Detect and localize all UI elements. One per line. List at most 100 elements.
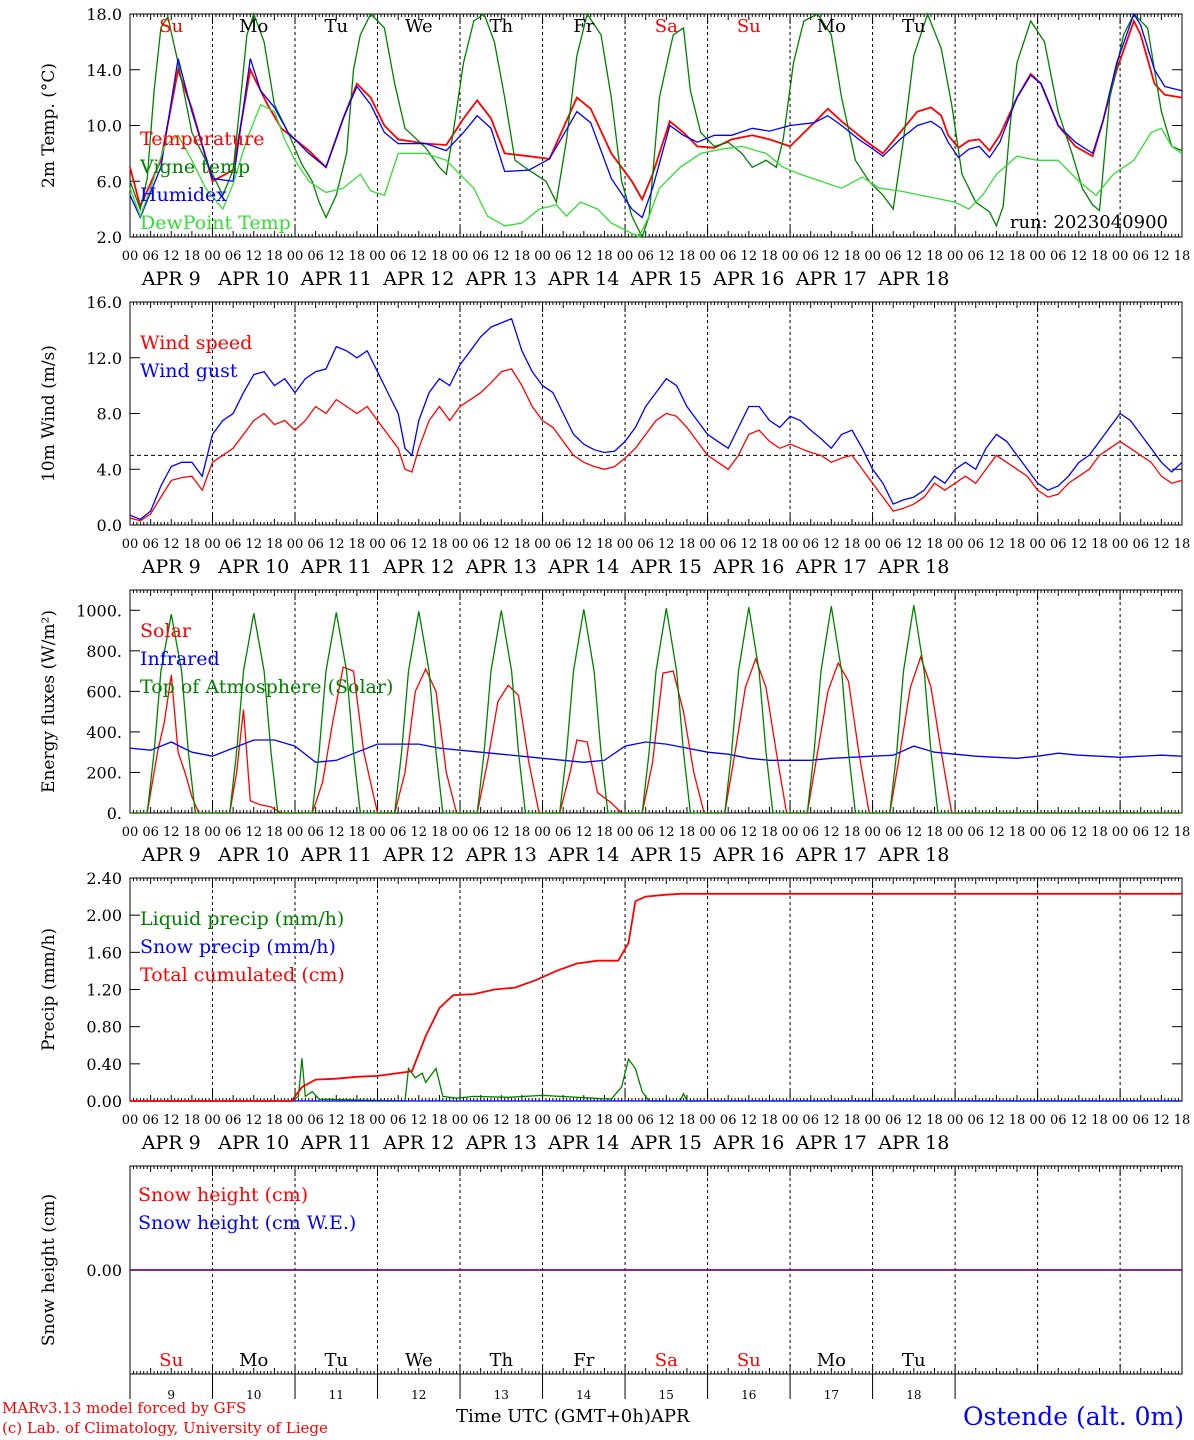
x-tick-label: 12 xyxy=(576,825,593,840)
series-line-infrared xyxy=(129,739,1183,763)
day-label: APR 13 xyxy=(465,1132,537,1154)
x-tick-label: 06 xyxy=(1050,537,1067,552)
x-tick-label: 00 xyxy=(204,825,221,840)
y-tick-label: 12.0 xyxy=(86,349,122,368)
date-number: 18 xyxy=(906,1388,921,1402)
x-tick-label: 00 xyxy=(534,1113,551,1128)
x-tick-label: 00 xyxy=(369,825,386,840)
x-tick-label: 06 xyxy=(390,249,407,264)
day-label: APR 12 xyxy=(382,844,454,866)
x-tick-label: 12 xyxy=(245,1113,262,1128)
x-tick-label: 18 xyxy=(514,537,531,552)
credit-model: MARv3.13 model forced by GFS xyxy=(2,1399,247,1417)
x-tick-label: 00 xyxy=(864,249,881,264)
y-axis-label: 10m Wind (m/s) xyxy=(39,345,59,482)
x-tick-label: 06 xyxy=(555,249,572,264)
x-tick-label: 18 xyxy=(184,825,201,840)
day-label: APR 17 xyxy=(795,268,867,290)
x-tick-label: 12 xyxy=(658,249,675,264)
x-tick-label: 18 xyxy=(266,249,283,264)
x-tick-label: 06 xyxy=(225,537,242,552)
y-axis-label: 2m Temp. (°C) xyxy=(39,63,59,188)
x-tick-label: 18 xyxy=(514,825,531,840)
x-tick-label: 12 xyxy=(411,249,428,264)
x-tick-label: 06 xyxy=(472,1113,489,1128)
day-label: APR 11 xyxy=(300,268,372,290)
x-tick-label: 00 xyxy=(204,1113,221,1128)
x-tick-label: 18 xyxy=(514,249,531,264)
x-tick-label: 00 xyxy=(122,1113,139,1128)
x-tick-label: 06 xyxy=(307,537,324,552)
x-tick-label: 00 xyxy=(1029,1113,1046,1128)
x-tick-label: 12 xyxy=(906,249,923,264)
y-tick-label: 16.0 xyxy=(86,293,122,312)
day-label: APR 12 xyxy=(382,268,454,290)
x-tick-label: 06 xyxy=(802,537,819,552)
x-tick-label: 06 xyxy=(1132,825,1149,840)
x-tick-label: 18 xyxy=(844,537,861,552)
x-tick-label: 00 xyxy=(1112,537,1129,552)
station-name: Ostende (alt. 0m) xyxy=(963,1402,1184,1431)
x-tick-label: 12 xyxy=(741,1113,758,1128)
y-tick-label: 2.40 xyxy=(86,869,122,888)
y-tick-label: 6.0 xyxy=(97,172,122,191)
x-tick-label: 12 xyxy=(658,1113,675,1128)
x-tick-label: 18 xyxy=(679,825,696,840)
x-tick-label: 18 xyxy=(926,825,943,840)
weekday-label: Mo xyxy=(239,1350,268,1371)
x-tick-label: 12 xyxy=(328,537,345,552)
x-tick-label: 18 xyxy=(1009,825,1026,840)
x-tick-label: 00 xyxy=(1112,1113,1129,1128)
weekday-label: Mo xyxy=(239,16,268,37)
day-label: APR 18 xyxy=(877,1132,949,1154)
x-tick-label: 18 xyxy=(679,537,696,552)
time-axis-text: Time UTC (GMT+0h) xyxy=(456,1406,651,1427)
x-tick-label: 12 xyxy=(988,1113,1005,1128)
x-tick-label: 06 xyxy=(1132,1113,1149,1128)
legend-entry: Top of Atmosphere (Solar) xyxy=(140,676,393,698)
x-tick-label: 18 xyxy=(679,249,696,264)
x-tick-label: 12 xyxy=(493,537,510,552)
x-tick-label: 00 xyxy=(452,825,469,840)
y-axis-label: Energy fluxes (W/m²) xyxy=(39,610,59,793)
x-tick-label: 18 xyxy=(349,537,366,552)
x-tick-label: 12 xyxy=(1153,537,1170,552)
run-annotation: run: 2023040900 xyxy=(1010,212,1168,233)
x-tick-label: 06 xyxy=(225,249,242,264)
x-tick-label: 06 xyxy=(885,249,902,264)
weekday-label: Su xyxy=(737,1350,761,1371)
x-tick-label: 12 xyxy=(163,249,180,264)
day-label: APR 11 xyxy=(300,844,372,866)
legend-entry: Vigne temp xyxy=(139,156,250,178)
x-tick-label: 18 xyxy=(1091,537,1108,552)
day-label: APR 17 xyxy=(795,844,867,866)
y-tick-label: 1.60 xyxy=(86,943,122,962)
x-tick-label: 12 xyxy=(1071,825,1088,840)
x-tick-label: 00 xyxy=(1029,825,1046,840)
x-tick-label: 00 xyxy=(782,537,799,552)
weekday-label: Mo xyxy=(817,1350,846,1371)
x-tick-label: 12 xyxy=(1071,249,1088,264)
x-tick-label: 00 xyxy=(534,825,551,840)
x-tick-label: 00 xyxy=(369,537,386,552)
day-label: APR 16 xyxy=(712,844,784,866)
x-tick-label: 00 xyxy=(1112,249,1129,264)
x-tick-label: 06 xyxy=(555,537,572,552)
x-tick-label: 00 xyxy=(1112,825,1129,840)
x-tick-label: 06 xyxy=(885,1113,902,1128)
y-tick-label: 1000. xyxy=(76,601,122,620)
x-tick-label: 18 xyxy=(266,1113,283,1128)
weekday-label: Sa xyxy=(655,16,678,37)
x-tick-label: 06 xyxy=(1050,1113,1067,1128)
y-tick-label: 0.80 xyxy=(86,1018,122,1037)
x-tick-label: 06 xyxy=(637,1113,654,1128)
legend-entry: Wind speed xyxy=(140,332,252,354)
x-tick-label: 18 xyxy=(184,1113,201,1128)
x-tick-label: 12 xyxy=(906,825,923,840)
y-tick-label: 600. xyxy=(86,682,122,701)
series-line-humidex xyxy=(129,12,1183,220)
date-number: 12 xyxy=(411,1388,426,1402)
x-tick-label: 18 xyxy=(761,825,778,840)
x-tick-label: 18 xyxy=(596,249,613,264)
x-tick-label: 12 xyxy=(163,1113,180,1128)
